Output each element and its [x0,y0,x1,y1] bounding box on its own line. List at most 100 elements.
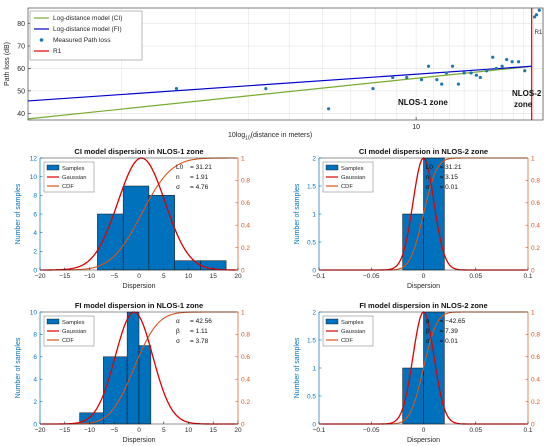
y2-tick-label: 0.2 [531,399,540,406]
measured-point [435,78,439,82]
x-axis-label: Dispersion [407,283,440,290]
stat-value: = 31.21 [440,164,462,171]
stat-name: σ [426,338,430,345]
y2-tick-label: 0.2 [241,245,250,252]
dispersion-chart: FI model dispersion in NLOS-1 zone −20 −15… [15,301,250,444]
stat-name: σ [176,184,180,191]
zone-label: zone [514,100,533,109]
measured-point [444,71,449,75]
legend-swatch [39,38,44,42]
legend-swatch [325,318,339,325]
x-axis-label-main: 10log [228,132,245,139]
stat-value: = 7.39 [440,328,459,335]
r1-label: R1 [535,30,543,36]
y-tick-label: 2 [33,249,37,256]
y-axis-label: Number of samples [294,337,301,398]
stat-name: β [176,328,180,335]
dispersion-chart: CI model dispersion in NLOS-2 zone −0.1 −0… [294,147,540,290]
legend: Samples Gaussian CDF [43,315,95,347]
x-tick-label: 0.1 [523,273,532,280]
stat-name: L0 [176,164,184,171]
y2-tick-label: 0.6 [531,200,540,207]
measured-point [440,82,444,86]
series-line [27,65,532,120]
measured-point [264,87,268,91]
legend-label: Samples [341,166,364,172]
x-tick-label: 0.05 [469,273,482,280]
x-tick-label: 0.1 [523,427,532,434]
y2-tick-label: 0.2 [241,399,250,406]
x-axis-label: 10log10(distance in meters) [228,132,312,142]
y-tick-label: 1 [312,211,316,218]
measured-point [505,57,509,62]
y-tick-label: 1.5 [307,183,316,190]
y2-tick-label: 1 [241,155,245,162]
y-tick-label: 0.5 [307,393,316,400]
measured-point [391,75,395,80]
measured-point [537,8,541,12]
y-axis-label: Path loss (dB) [4,42,11,86]
stat-value: = 0.01 [440,184,459,191]
y-axis-label: Number of samples [15,183,22,244]
legend-label: Gaussian [341,329,366,335]
x-axis-label-sub: 10 [245,136,251,142]
measured-point [494,66,498,71]
histogram-bar [148,195,175,271]
legend-label: Gaussian [62,175,87,181]
x-tick-label: −0.1 [313,273,326,280]
legend: Samples Gaussian CDF [322,315,374,347]
legend-label: Log-distance model (FI) [53,26,122,33]
y-tick-label: 40 [17,111,25,118]
legend-label: Measured Path loss [53,37,111,44]
y-tick-label: 12 [30,155,38,162]
y2-tick-label: 0.8 [241,178,250,185]
dispersion-chart: CI model dispersion in NLOS-1 zone −20 −15… [15,147,250,290]
chart-title: FI model dispersion in NLOS-1 zone [75,301,203,310]
x-tick-label: −20 [34,427,45,434]
x-axis-label: Dispersion [122,437,155,444]
y2-tick-label: 0.6 [241,354,250,361]
measured-point [327,107,331,111]
x-tick-label: −20 [34,273,45,280]
histogram-bar [138,345,152,425]
legend-label: Gaussian [341,175,366,181]
measured-point [491,55,495,59]
dispersion-chart: FI model dispersion in NLOS-2 zone −0.1 −0… [294,301,540,444]
x-axis-label: Dispersion [122,283,155,290]
measured-point [450,64,455,68]
legend-label: CDF [341,184,353,190]
chart-title: FI model dispersion in NLOS-2 zone [359,301,487,310]
measured-point [510,60,514,64]
y2-tick-label: 0 [531,267,535,274]
x-tick-label: 10 [412,124,420,131]
stat-value: = 4.76 [190,184,209,191]
legend-label: CDF [62,338,74,344]
x-tick-label: 0.05 [469,427,482,434]
x-tick-label: 0 [137,273,141,280]
y-tick-label: 4 [33,230,37,237]
y-tick-label: 6 [33,211,37,218]
legend-label: Log-distance model (CI) [53,15,122,22]
stat-name: L0 [426,164,434,171]
y-tick-label: 0 [33,421,37,428]
measured-point [516,60,521,64]
x-tick-label: 5 [162,273,166,280]
stat-name: β [426,328,430,335]
stats-box: L0 = 31.21 n = 1.91 σ = 4.76 [176,164,212,191]
stat-name: σ [176,338,180,345]
y2-tick-label: 0.4 [531,223,540,230]
stat-value: = 42.56 [190,318,212,325]
y-tick-label: 2 [312,155,316,162]
y2-tick-label: 0 [241,267,245,274]
y-tick-label: 10 [30,174,38,181]
stat-name: α [426,318,430,325]
y-tick-label: 0 [312,267,316,274]
legend-swatch [325,164,339,171]
x-tick-label: 10 [185,427,193,434]
x-tick-label: 0 [422,427,426,434]
y2-tick-label: 1 [531,155,535,162]
y-tick-label: 6 [33,354,37,361]
x-tick-label: −10 [84,427,95,434]
measured-point [174,87,179,91]
